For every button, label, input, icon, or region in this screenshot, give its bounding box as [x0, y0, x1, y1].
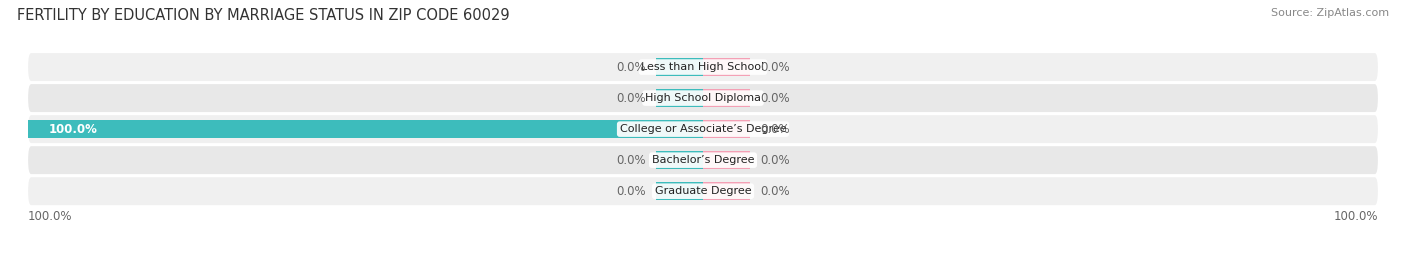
Text: Graduate Degree: Graduate Degree — [655, 186, 751, 196]
Text: 100.0%: 100.0% — [1333, 210, 1378, 224]
Text: 100.0%: 100.0% — [28, 210, 73, 224]
FancyBboxPatch shape — [28, 53, 1378, 81]
FancyBboxPatch shape — [28, 146, 1378, 174]
FancyBboxPatch shape — [28, 177, 1378, 205]
Text: High School Diploma: High School Diploma — [645, 93, 761, 103]
Text: 0.0%: 0.0% — [616, 61, 645, 73]
Text: 0.0%: 0.0% — [616, 91, 645, 105]
FancyBboxPatch shape — [28, 84, 1378, 112]
Text: 0.0%: 0.0% — [761, 185, 790, 198]
Bar — [655, 89, 703, 107]
Bar — [655, 151, 703, 169]
Bar — [703, 89, 751, 107]
Text: 0.0%: 0.0% — [761, 154, 790, 167]
Bar — [703, 182, 751, 200]
Bar — [703, 120, 751, 138]
Bar — [655, 58, 703, 76]
Text: 0.0%: 0.0% — [616, 185, 645, 198]
Text: 100.0%: 100.0% — [48, 123, 97, 136]
Bar — [703, 151, 751, 169]
Text: College or Associate’s Degree: College or Associate’s Degree — [620, 124, 786, 134]
Text: Bachelor’s Degree: Bachelor’s Degree — [652, 155, 754, 165]
Bar — [655, 182, 703, 200]
Bar — [703, 58, 751, 76]
Text: FERTILITY BY EDUCATION BY MARRIAGE STATUS IN ZIP CODE 60029: FERTILITY BY EDUCATION BY MARRIAGE STATU… — [17, 8, 509, 23]
Text: 0.0%: 0.0% — [761, 91, 790, 105]
Text: Less than High School: Less than High School — [641, 62, 765, 72]
FancyBboxPatch shape — [28, 115, 1378, 143]
Text: 0.0%: 0.0% — [761, 61, 790, 73]
Text: 0.0%: 0.0% — [761, 123, 790, 136]
Text: 0.0%: 0.0% — [616, 154, 645, 167]
Bar — [28, 120, 703, 138]
Text: Source: ZipAtlas.com: Source: ZipAtlas.com — [1271, 8, 1389, 18]
